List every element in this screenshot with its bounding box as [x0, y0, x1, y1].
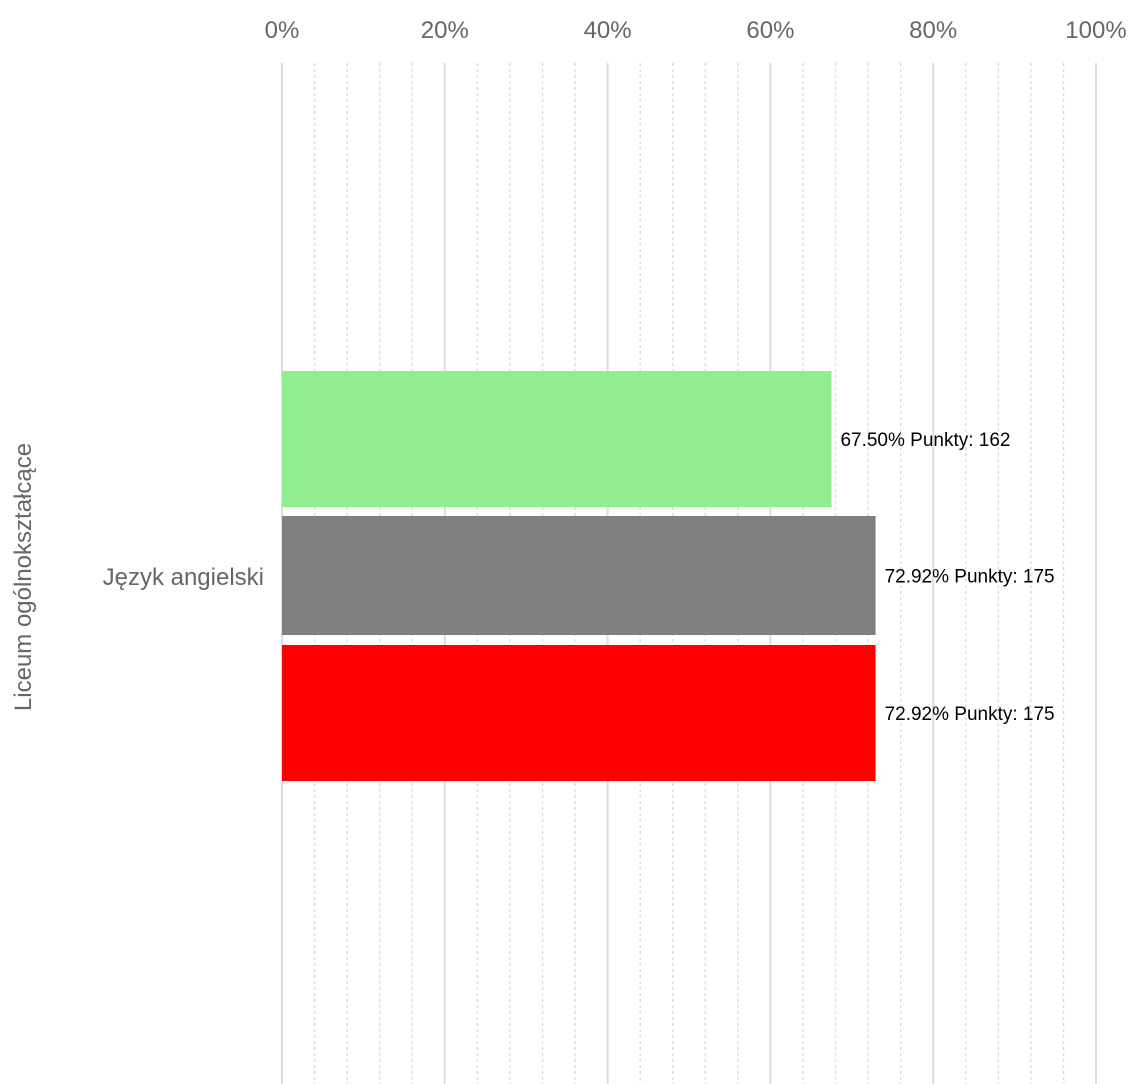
- x-tick-label: 100%: [1065, 17, 1126, 44]
- group-label: Liceum ogólnokształcące: [10, 443, 37, 711]
- data-labels: 67.50% Punkty: 162 72.92% Punkty: 175 72.9…: [840, 430, 1054, 725]
- category-label: Język angielski: [103, 564, 264, 591]
- data-label: 72.92% Punkty: 175: [885, 567, 1055, 588]
- x-tick-label: 40%: [584, 17, 632, 44]
- bars: [282, 371, 876, 781]
- bar: [282, 516, 876, 635]
- x-tick-label: 80%: [909, 17, 957, 44]
- bar: [282, 371, 832, 507]
- data-label: 67.50% Punkty: 162: [840, 430, 1010, 451]
- x-tick-label: 60%: [746, 17, 794, 44]
- data-label: 72.92% Punkty: 175: [885, 704, 1055, 725]
- x-tick-label: 0%: [265, 17, 300, 44]
- bar: [282, 645, 876, 781]
- x-axis-tick-labels: 0% 20% 40% 60% 80% 100%: [265, 17, 1127, 44]
- x-tick-label: 20%: [421, 17, 469, 44]
